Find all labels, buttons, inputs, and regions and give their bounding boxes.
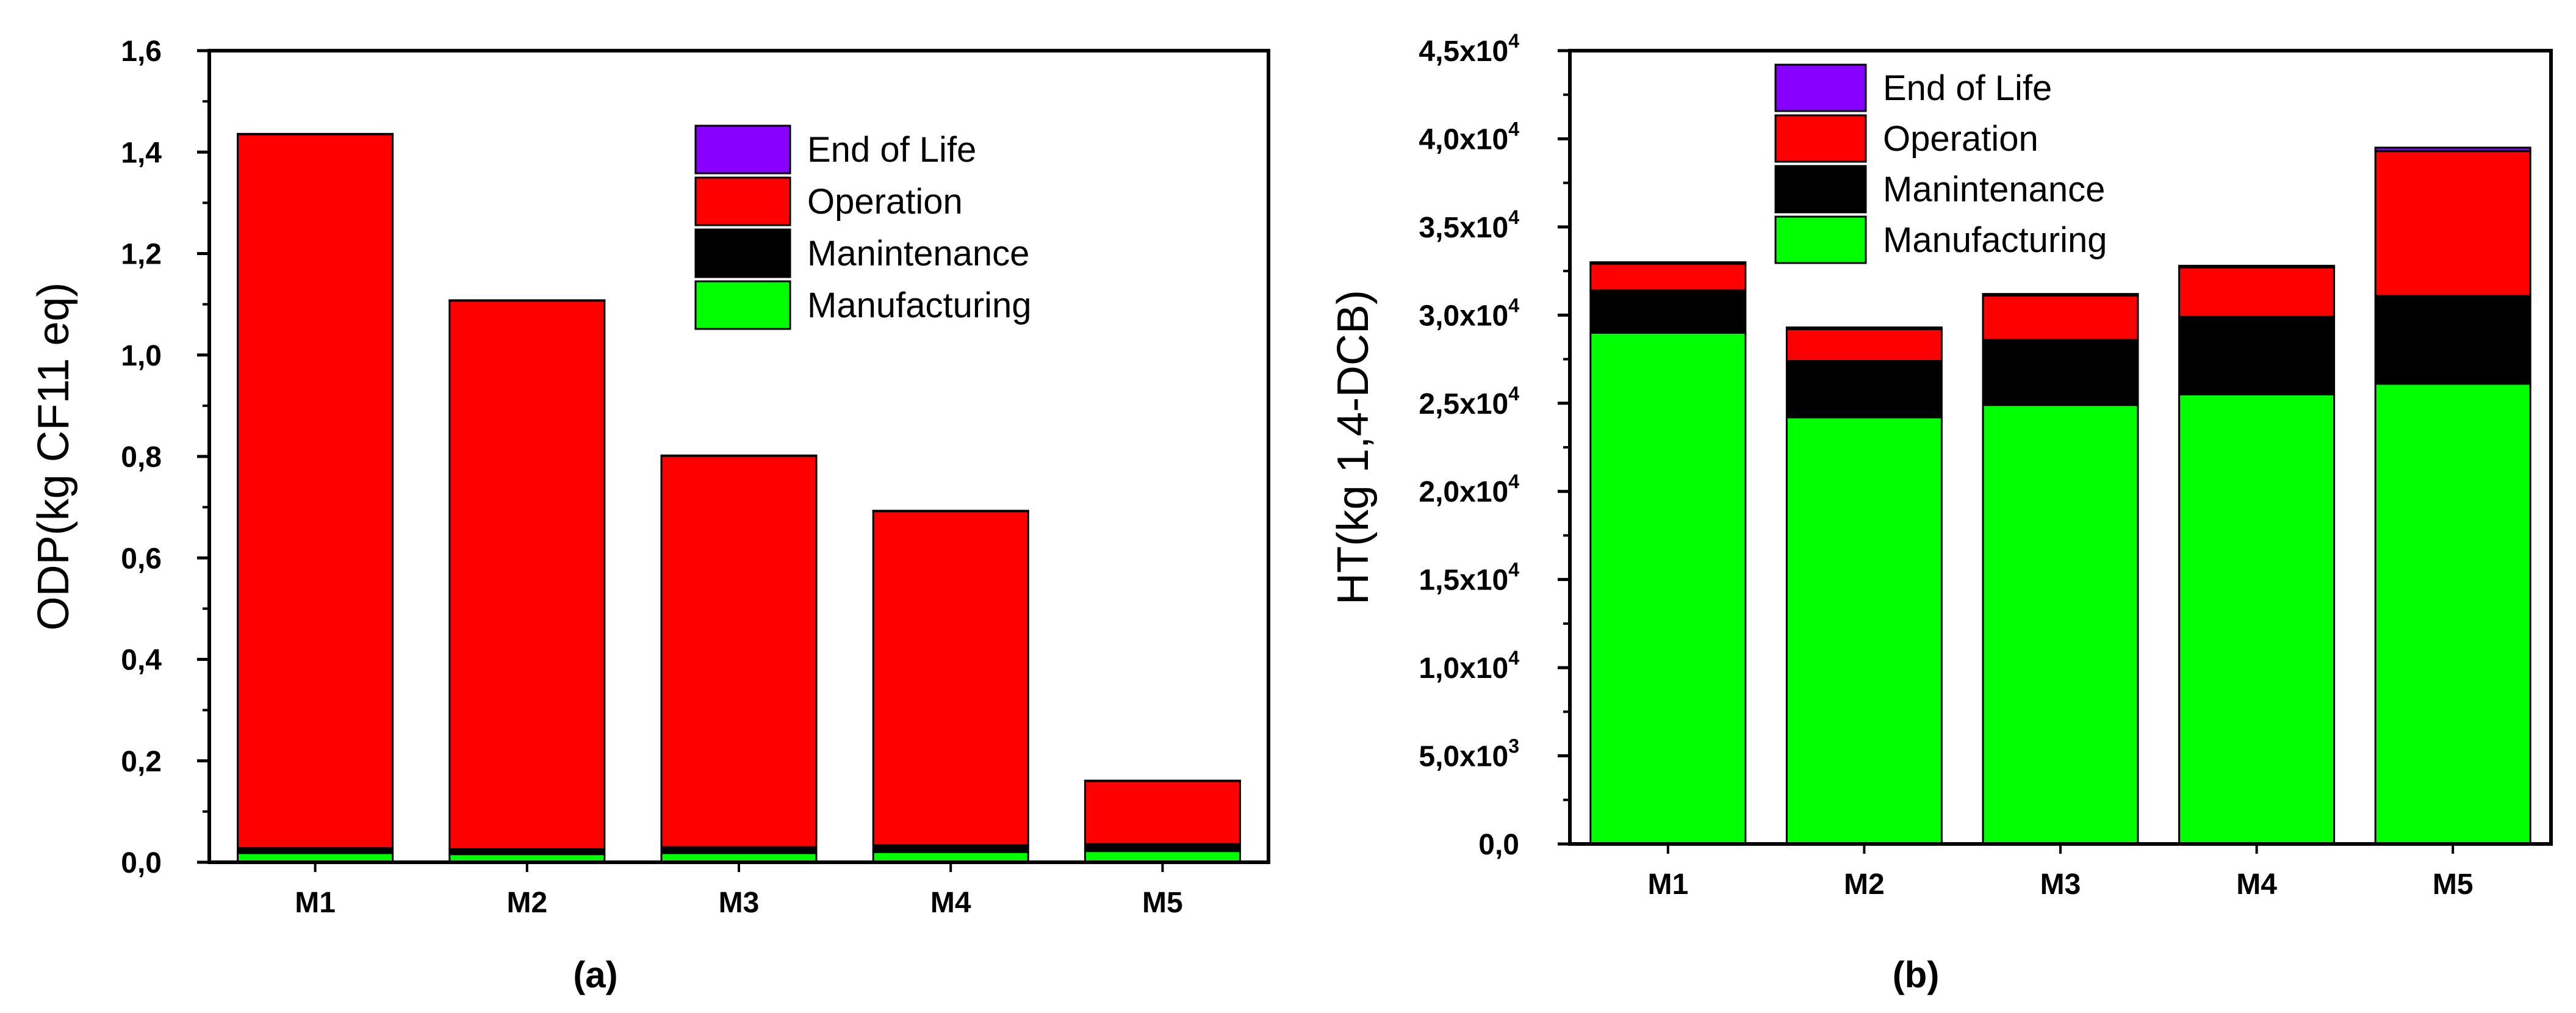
chart-b-legend-label: Operation bbox=[1883, 119, 2038, 159]
chart-a-legend-label: Operation bbox=[807, 182, 963, 222]
chart-a-y-tick-label: 1,6 bbox=[121, 35, 162, 68]
chart-b-bar-m3-end-of-life bbox=[1982, 293, 2139, 297]
chart-a-bar-m4-manintenance bbox=[872, 844, 1029, 853]
chart-a-y-tick-label: 1,0 bbox=[121, 340, 162, 372]
chart-b-bar-m2-end-of-life bbox=[1785, 326, 1943, 330]
chart-b-x-tick-label: M3 bbox=[2040, 868, 2081, 901]
chart-a-legend-label: Manintenance bbox=[807, 234, 1029, 273]
chart-b-bar-m3-operation bbox=[1982, 295, 2139, 341]
chart-a-x-tick-label: M2 bbox=[506, 887, 547, 919]
chart-a-legend-swatch-manintenance bbox=[694, 228, 791, 278]
chart-a-y-tick-label: 0,4 bbox=[121, 644, 162, 677]
chart-b-bar-m4-end-of-life bbox=[2178, 264, 2336, 269]
chart-a-bar-m1-operation bbox=[237, 133, 394, 849]
chart-b-x-tick-label: M2 bbox=[1844, 868, 1885, 901]
chart-b-ht: M1 M2 M3 M4 M5 0,0 5,0x103 1,0x104 1,5x104 2,0x10… bbox=[1329, 30, 2553, 995]
chart-b-x-tick-label: M4 bbox=[2236, 868, 2277, 901]
chart-b-bar-m5-operation bbox=[2374, 150, 2531, 297]
chart-b-bar-m1-manintenance bbox=[1589, 289, 1747, 334]
chart-b-y-tick-label: 3,5x104 bbox=[1419, 206, 1519, 244]
chart-b-y-tick-label: 5,0x103 bbox=[1419, 735, 1519, 773]
chart-b-y-axis-title: HT(kg 1,4-DCB) bbox=[1329, 290, 1378, 605]
chart-b-y-tick-label: 2,0x104 bbox=[1419, 470, 1519, 508]
chart-b-bar-m3-manufacturing bbox=[1982, 404, 2139, 845]
chart-b-y-tick-label: 1,0x104 bbox=[1419, 647, 1519, 685]
chart-a-y-axis-title: ODP(kg CF11 eq) bbox=[29, 283, 78, 631]
chart-a-x-tick-label: M4 bbox=[930, 887, 971, 919]
chart-b-bar-m1-operation bbox=[1589, 263, 1747, 292]
chart-b-y-tick-label: 0,0 bbox=[1478, 829, 1519, 861]
chart-a-bar-m3-end-of-life bbox=[660, 454, 818, 457]
chart-b-y-tick-label: 3,0x104 bbox=[1419, 294, 1519, 332]
chart-a-legend-swatch-operation bbox=[694, 176, 791, 226]
chart-b-y-tick-label: 4,5x104 bbox=[1419, 30, 1519, 68]
chart-a-bar-m2-operation bbox=[448, 300, 606, 850]
chart-b-legend-label: End of Life bbox=[1883, 68, 2052, 108]
chart-b-bar-m1-manufacturing bbox=[1589, 331, 1747, 845]
chart-a-y-tick-label: 1,2 bbox=[121, 239, 162, 271]
chart-a-bar-m3-operation bbox=[660, 455, 818, 848]
chart-b-bar-m2-operation bbox=[1785, 328, 1943, 362]
chart-a-bar-m5-end-of-life bbox=[1084, 779, 1241, 782]
chart-a-legend-swatch-manufacturing bbox=[694, 280, 791, 330]
chart-b-bar-m4-manintenance bbox=[2178, 315, 2336, 395]
chart-b-legend-label: Manintenance bbox=[1883, 170, 2105, 209]
chart-b-legend-label: Manufacturing bbox=[1883, 220, 2107, 260]
chart-a-bar-m2-end-of-life bbox=[448, 299, 606, 302]
chart-b-bar-m2-manufacturing bbox=[1785, 416, 1943, 845]
chart-a-x-tick-label: M5 bbox=[1142, 887, 1183, 919]
chart-a-odp: M1 M2 M3 M4 M5 0,0 0,2 0,4 0,6 0,8 1,0 1,2 1,4 1,6 ODP… bbox=[29, 35, 1270, 995]
chart-b-legend-swatch-manintenance bbox=[1774, 165, 1867, 214]
chart-b-y-tick-label: 4,0x104 bbox=[1419, 118, 1519, 156]
chart-a-bar-m4-operation bbox=[872, 510, 1029, 846]
chart-b-bar-m5-manufacturing bbox=[2374, 383, 2531, 845]
chart-a-caption: (a) bbox=[573, 954, 617, 995]
chart-a-legend-swatch-end-of-life bbox=[694, 124, 791, 175]
chart-b-bar-m5-end-of-life bbox=[2374, 146, 2531, 153]
chart-a-y-tick-label: 0,8 bbox=[121, 441, 162, 474]
chart-a-bar-m5-manintenance bbox=[1084, 843, 1241, 853]
chart-b-y-tick-label: 2,5x104 bbox=[1419, 383, 1519, 420]
chart-b-caption: (b) bbox=[1893, 954, 1940, 995]
chart-a-x-tick-label: M3 bbox=[719, 887, 760, 919]
chart-b-legend-swatch-manufacturing bbox=[1774, 215, 1867, 264]
chart-b-bar-m5-manintenance bbox=[2374, 295, 2531, 385]
chart-a-legend-label: Manufacturing bbox=[807, 286, 1032, 325]
chart-a-legend-label: End of Life bbox=[807, 130, 976, 170]
chart-a-x-tick-label: M1 bbox=[295, 887, 336, 919]
chart-b-y-tick-label: 1,5x104 bbox=[1419, 559, 1519, 597]
chart-b-x-tick-label: M5 bbox=[2433, 868, 2473, 901]
chart-b-x-tick-label: M1 bbox=[1647, 868, 1688, 901]
chart-b-legend-swatch-end-of-life bbox=[1774, 63, 1867, 112]
chart-a-y-tick-label: 0,2 bbox=[121, 746, 162, 778]
chart-a-y-tick-label: 1,4 bbox=[121, 137, 162, 169]
chart-b-bar-m2-manintenance bbox=[1785, 359, 1943, 419]
chart-a-y-tick-label: 0,0 bbox=[121, 847, 162, 879]
chart-b-bar-m1-end-of-life bbox=[1589, 261, 1747, 265]
chart-a-y-tick-label: 0,6 bbox=[121, 543, 162, 575]
chart-b-legend-swatch-operation bbox=[1774, 114, 1867, 163]
chart-b-bar-m4-operation bbox=[2178, 266, 2336, 318]
chart-b-bar-m3-manintenance bbox=[1982, 339, 2139, 406]
chart-b-bar-m4-manufacturing bbox=[2178, 393, 2336, 845]
chart-a-bar-m5-operation bbox=[1084, 780, 1241, 845]
